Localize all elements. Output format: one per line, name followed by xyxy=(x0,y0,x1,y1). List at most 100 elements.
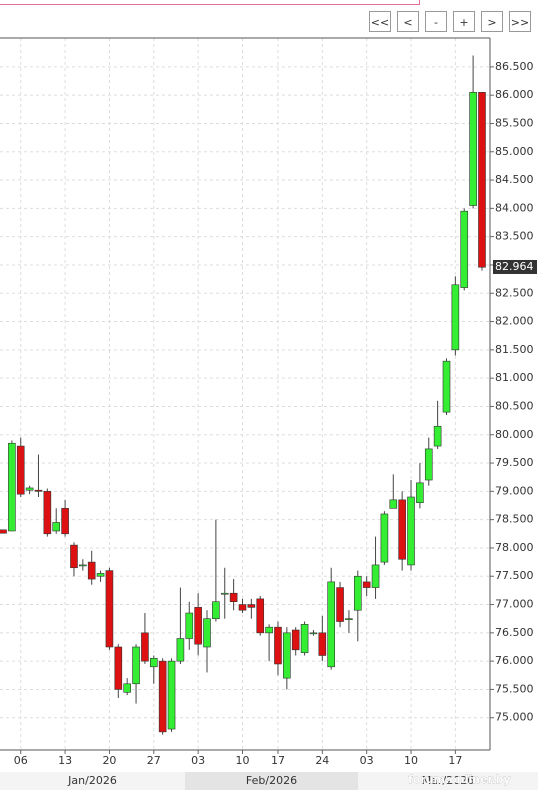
candle-body xyxy=(424,448,433,481)
candle-body xyxy=(265,626,273,634)
y-tick-label: 78.000 xyxy=(495,541,534,554)
candle-body xyxy=(451,284,460,351)
y-tick-label: 77.000 xyxy=(495,598,534,611)
candle-body xyxy=(327,581,335,668)
y-tick-label: 78.500 xyxy=(495,513,534,526)
candle-body xyxy=(194,607,202,645)
candle-body xyxy=(380,513,389,563)
month-band xyxy=(185,772,358,790)
candle-body xyxy=(371,564,380,588)
candle-body xyxy=(43,491,52,535)
candle-body xyxy=(149,658,158,668)
candle-body xyxy=(291,629,300,651)
y-tick-label: 84.000 xyxy=(495,201,534,214)
prev-button[interactable]: < xyxy=(397,11,419,32)
candle-body xyxy=(176,638,185,662)
candle-body xyxy=(34,489,43,492)
candle-body xyxy=(87,561,96,580)
candle-body xyxy=(212,601,220,619)
y-tick-label: 77.500 xyxy=(495,569,534,582)
month-band xyxy=(0,772,185,790)
y-tick-label: 75.000 xyxy=(495,711,534,724)
y-tick-label: 81.000 xyxy=(495,371,534,384)
candle-body xyxy=(8,442,16,532)
candle-body xyxy=(336,587,344,622)
candle-body xyxy=(318,632,327,656)
x-tick-label: 17 xyxy=(271,754,285,767)
first-button[interactable]: << xyxy=(369,11,391,32)
candle-body xyxy=(300,624,309,653)
candle-body xyxy=(158,660,167,733)
candle-body xyxy=(123,683,131,693)
candle-body xyxy=(274,626,282,665)
candle-body xyxy=(433,425,442,447)
candle-body xyxy=(132,646,140,685)
candle-body xyxy=(70,544,78,569)
candle-body xyxy=(362,581,371,588)
month-label: Feb/2026 xyxy=(246,774,297,787)
y-tick-label: 75.500 xyxy=(495,682,534,695)
y-tick-label: 82.000 xyxy=(495,315,534,328)
y-tick-label: 84.500 xyxy=(495,173,534,186)
candle-body xyxy=(220,592,229,595)
x-tick-label: 03 xyxy=(360,754,374,767)
x-tick-label: 06 xyxy=(14,754,28,767)
candle-body xyxy=(0,529,7,534)
candle-body xyxy=(61,508,69,535)
input-box[interactable] xyxy=(0,0,420,5)
candle-body xyxy=(309,632,318,635)
candle-body xyxy=(407,496,415,566)
y-tick-label: 86.000 xyxy=(495,88,534,101)
y-tick-label: 81.500 xyxy=(495,343,534,356)
y-tick-label: 80.000 xyxy=(495,428,534,441)
y-tick-label: 76.500 xyxy=(495,626,534,639)
candle-body xyxy=(16,445,25,495)
x-tick-label: 10 xyxy=(235,754,249,767)
candle-body xyxy=(460,210,469,288)
zoom-out-button[interactable]: - xyxy=(425,11,447,32)
candle-body xyxy=(469,92,477,206)
candle-body xyxy=(203,618,211,648)
next-button[interactable]: > xyxy=(481,11,503,32)
candle-body xyxy=(256,598,265,634)
x-tick-label: 13 xyxy=(58,754,72,767)
candle-body xyxy=(247,604,256,608)
candle-body xyxy=(105,570,114,648)
candle-body xyxy=(478,92,486,268)
y-tick-label: 82.500 xyxy=(495,286,534,299)
candle-body xyxy=(52,522,61,532)
candle-body xyxy=(229,592,238,603)
zoom-in-button[interactable]: + xyxy=(453,11,475,32)
y-tick-label: 79.500 xyxy=(495,456,534,469)
candle-body xyxy=(416,482,424,503)
x-tick-label: 27 xyxy=(147,754,161,767)
candle-body xyxy=(167,660,176,730)
candle-body xyxy=(114,646,123,690)
x-tick-label: 17 xyxy=(448,754,462,767)
y-tick-label: 85.000 xyxy=(495,145,534,158)
candle-body xyxy=(79,564,87,567)
y-tick-label: 86.500 xyxy=(495,60,534,73)
candle-body xyxy=(283,632,291,679)
x-tick-label: 03 xyxy=(191,754,205,767)
candle-body xyxy=(141,632,149,662)
candle-body xyxy=(353,575,362,611)
candle-body xyxy=(238,604,247,611)
last-price-label: 82.964 xyxy=(495,260,534,273)
y-tick-label: 80.500 xyxy=(495,399,534,412)
x-tick-label: 20 xyxy=(102,754,116,767)
last-price-box xyxy=(493,259,537,274)
y-tick-label: 85.500 xyxy=(495,116,534,129)
candle-body xyxy=(345,618,353,620)
y-tick-label: 79.000 xyxy=(495,484,534,497)
y-tick-label: 76.000 xyxy=(495,654,534,667)
watermark: forum.onliner.by xyxy=(408,773,511,786)
month-band xyxy=(358,772,538,790)
candle-body xyxy=(389,499,398,509)
x-tick-label: 10 xyxy=(404,754,418,767)
last-button[interactable]: >> xyxy=(509,11,531,32)
month-label: Mar/2026 xyxy=(422,774,474,787)
candle-body xyxy=(25,487,34,491)
